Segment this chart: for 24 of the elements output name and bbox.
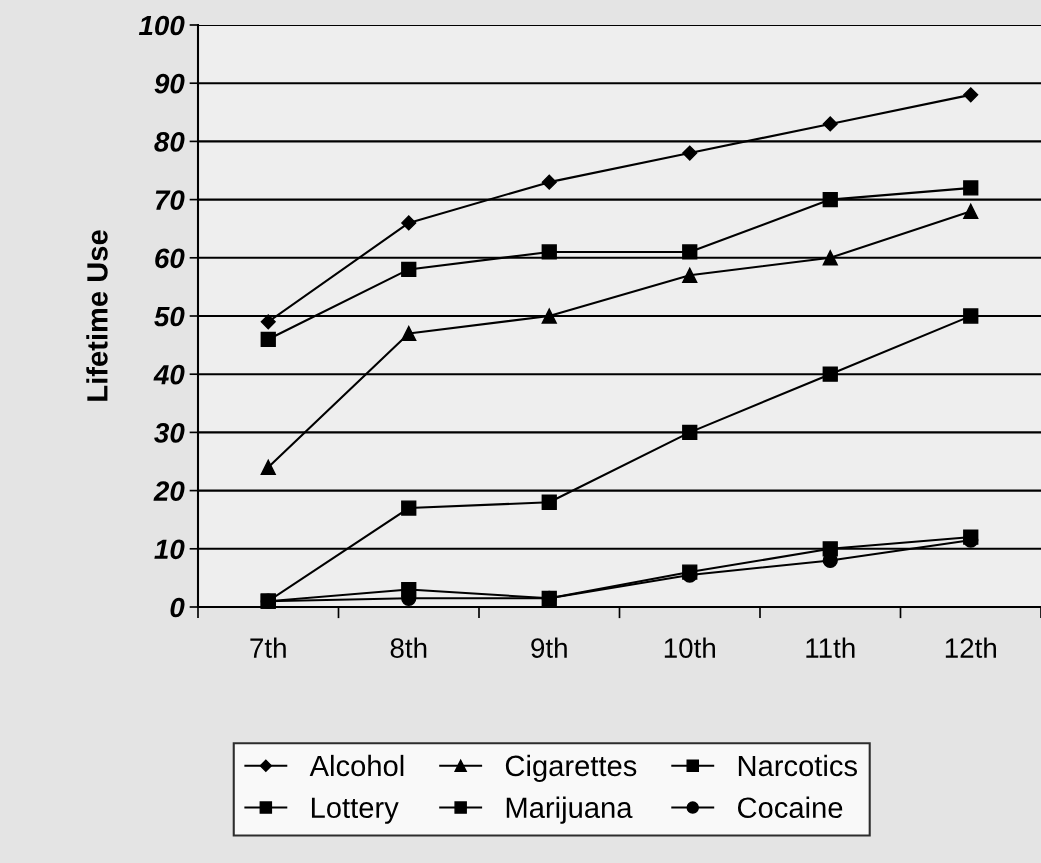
- y-tick-label: 30: [154, 423, 185, 443]
- y-tick-label: 10: [154, 539, 185, 560]
- x-tick-label: 10th: [664, 637, 715, 658]
- y-tick-label: 20: [153, 481, 185, 501]
- legend-label: Marijuana: [506, 796, 633, 824]
- x-tick-label: 8th: [390, 637, 427, 658]
- legend-label: Lottery: [311, 797, 399, 824]
- y-tick-label: 60: [155, 248, 185, 269]
- legend-label: Narcotics: [738, 754, 857, 777]
- y-tick-label: 80: [154, 132, 185, 152]
- legend-label: Cigarettes: [505, 754, 637, 783]
- x-tick-label: 12th: [945, 637, 996, 658]
- y-axis-title: Lifetime Use: [86, 230, 108, 401]
- y-tick-label: 90: [154, 73, 185, 94]
- legend-label: Alcohol: [309, 754, 404, 777]
- y-tick-label: 70: [155, 190, 185, 210]
- y-tick-label: 100: [138, 15, 185, 36]
- y-tick-label: 40: [153, 364, 185, 385]
- y-tick-label: 0: [170, 597, 185, 618]
- x-tick-label: 7th: [250, 637, 286, 658]
- x-tick-label: 11th: [806, 637, 855, 658]
- x-tick-label: 9th: [531, 637, 567, 658]
- y-tick-label: 50: [154, 306, 185, 327]
- legend-label: Cocaine: [737, 796, 843, 819]
